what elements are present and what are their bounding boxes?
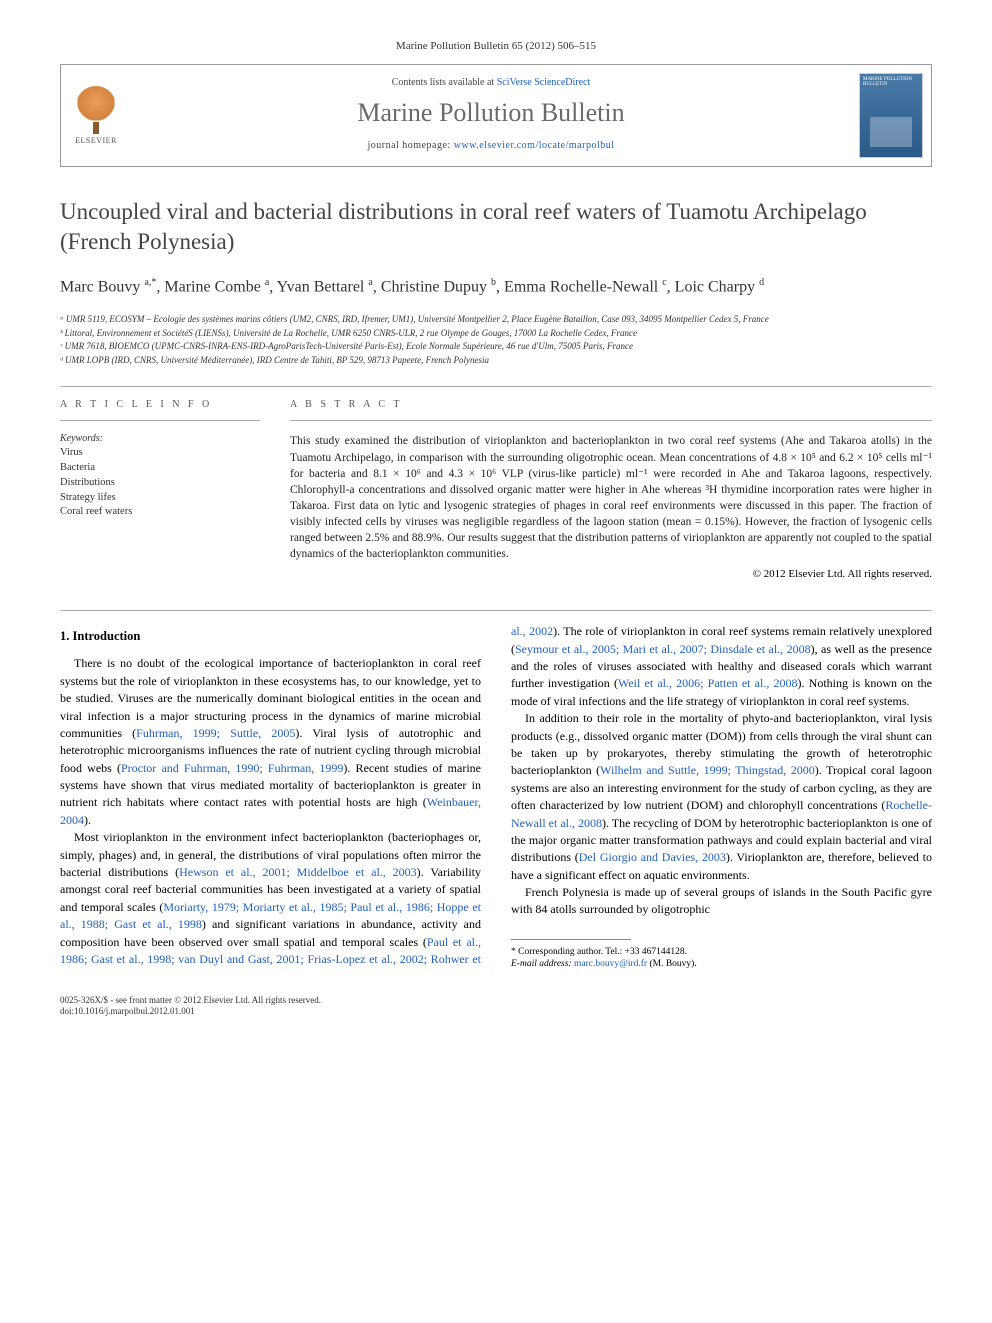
homepage-prefix: journal homepage:	[367, 140, 453, 151]
page-footer: 0025-326X/$ - see front matter © 2012 El…	[60, 995, 932, 1018]
affiliation-c: ᶜ UMR 7618, BIOEMCO (UPMC-CNRS-INRA-ENS-…	[60, 340, 932, 353]
intro-paragraph-4: French Polynesia is made up of several g…	[511, 884, 932, 919]
citation-link[interactable]: Del Giorgio and Davies, 2003	[579, 850, 726, 864]
affiliation-b: ᵇ Littoral, Environnement et SociétéS (L…	[60, 327, 932, 340]
keyword-item: Bacteria	[60, 461, 260, 476]
info-abstract-row: A R T I C L E I N F O Keywords: Virus Ba…	[60, 399, 932, 580]
citation-link[interactable]: Seymour et al., 2005; Mari et al., 2007;…	[515, 642, 811, 656]
affiliation-a: ᵃ UMR 5119, ECOSYM – Ecologie des systèm…	[60, 313, 932, 326]
email-footnote: E-mail address: marc.bouvy@ird.fr (M. Bo…	[511, 958, 932, 970]
footnote-separator	[511, 939, 631, 940]
journal-header-box: ELSEVIER Contents lists available at Sci…	[60, 64, 932, 167]
keyword-item: Coral reef waters	[60, 505, 260, 520]
footer-doi-line: doi:10.1016/j.marpolbul.2012.01.001	[60, 1006, 932, 1018]
body-columns: 1. Introduction There is no doubt of the…	[60, 623, 932, 970]
abstract-label: A B S T R A C T	[290, 399, 932, 410]
citation-link[interactable]: Hewson et al., 2001; Middelboe et al., 2…	[179, 865, 417, 879]
divider-top	[60, 386, 932, 387]
footer-issn-line: 0025-326X/$ - see front matter © 2012 El…	[60, 995, 932, 1007]
article-info-label: A R T I C L E I N F O	[60, 399, 260, 410]
article-title: Uncoupled viral and bacterial distributi…	[60, 197, 932, 257]
citation-link[interactable]: Weil et al., 2006; Patten et al., 2008	[618, 676, 798, 690]
journal-name: Marine Pollution Bulletin	[151, 98, 831, 128]
header-center: Contents lists available at SciVerse Sci…	[131, 65, 851, 166]
publisher-logo-cell: ELSEVIER	[61, 65, 131, 166]
email-label: E-mail address:	[511, 959, 574, 969]
keywords-list: Virus Bacteria Distributions Strategy li…	[60, 446, 260, 519]
affiliations-block: ᵃ UMR 5119, ECOSYM – Ecologie des systèm…	[60, 313, 932, 366]
cover-title-text: MARINE POLLUTION BULLETIN	[863, 77, 912, 87]
contents-line: Contents lists available at SciVerse Sci…	[151, 77, 831, 88]
authors-line: Marc Bouvy a,*, Marine Combe a, Yvan Bet…	[60, 275, 932, 299]
intro-paragraph-1: There is no doubt of the ecological impo…	[60, 655, 481, 829]
corresponding-author-footnote: * Corresponding author. Tel.: +33 467144…	[511, 946, 932, 958]
elsevier-text: ELSEVIER	[75, 136, 117, 145]
journal-cover-thumbnail: MARINE POLLUTION BULLETIN	[859, 73, 923, 158]
keyword-item: Virus	[60, 446, 260, 461]
affiliation-d: ᵈ UMR LOPB (IRD, CNRS, Université Médite…	[60, 354, 932, 367]
intro-paragraph-3: In addition to their role in the mortali…	[511, 710, 932, 884]
keywords-label: Keywords:	[60, 433, 260, 444]
copyright-line: © 2012 Elsevier Ltd. All rights reserved…	[290, 568, 932, 580]
contents-prefix: Contents lists available at	[392, 77, 497, 88]
divider-bottom	[60, 610, 932, 611]
citation-link[interactable]: Wilhelm and Suttle, 1999; Thingstad, 200…	[600, 763, 815, 777]
abstract-text: This study examined the distribution of …	[290, 433, 932, 562]
journal-citation: Marine Pollution Bulletin 65 (2012) 506–…	[60, 40, 932, 52]
abstract-divider	[290, 420, 932, 421]
citation-link[interactable]: Fuhrman, 1999; Suttle, 2005	[136, 726, 295, 740]
text-run: ).	[84, 813, 91, 827]
citation-link[interactable]: Proctor and Fuhrman, 1990; Fuhrman, 1999	[121, 761, 343, 775]
elsevier-logo: ELSEVIER	[71, 86, 121, 146]
homepage-line: journal homepage: www.elsevier.com/locat…	[151, 140, 831, 151]
intro-heading: 1. Introduction	[60, 627, 481, 645]
article-info-column: A R T I C L E I N F O Keywords: Virus Ba…	[60, 399, 260, 580]
author-email-link[interactable]: marc.bouvy@ird.fr	[574, 959, 647, 969]
elsevier-tree-icon	[76, 86, 116, 126]
homepage-link[interactable]: www.elsevier.com/locate/marpolbul	[454, 140, 615, 151]
abstract-column: A B S T R A C T This study examined the …	[290, 399, 932, 580]
keyword-item: Distributions	[60, 476, 260, 491]
keyword-item: Strategy lifes	[60, 491, 260, 506]
cover-thumb-cell: MARINE POLLUTION BULLETIN	[851, 65, 931, 166]
email-suffix: (M. Bouvy).	[647, 959, 697, 969]
sciencedirect-link[interactable]: SciVerse ScienceDirect	[497, 77, 591, 88]
info-divider	[60, 420, 260, 421]
